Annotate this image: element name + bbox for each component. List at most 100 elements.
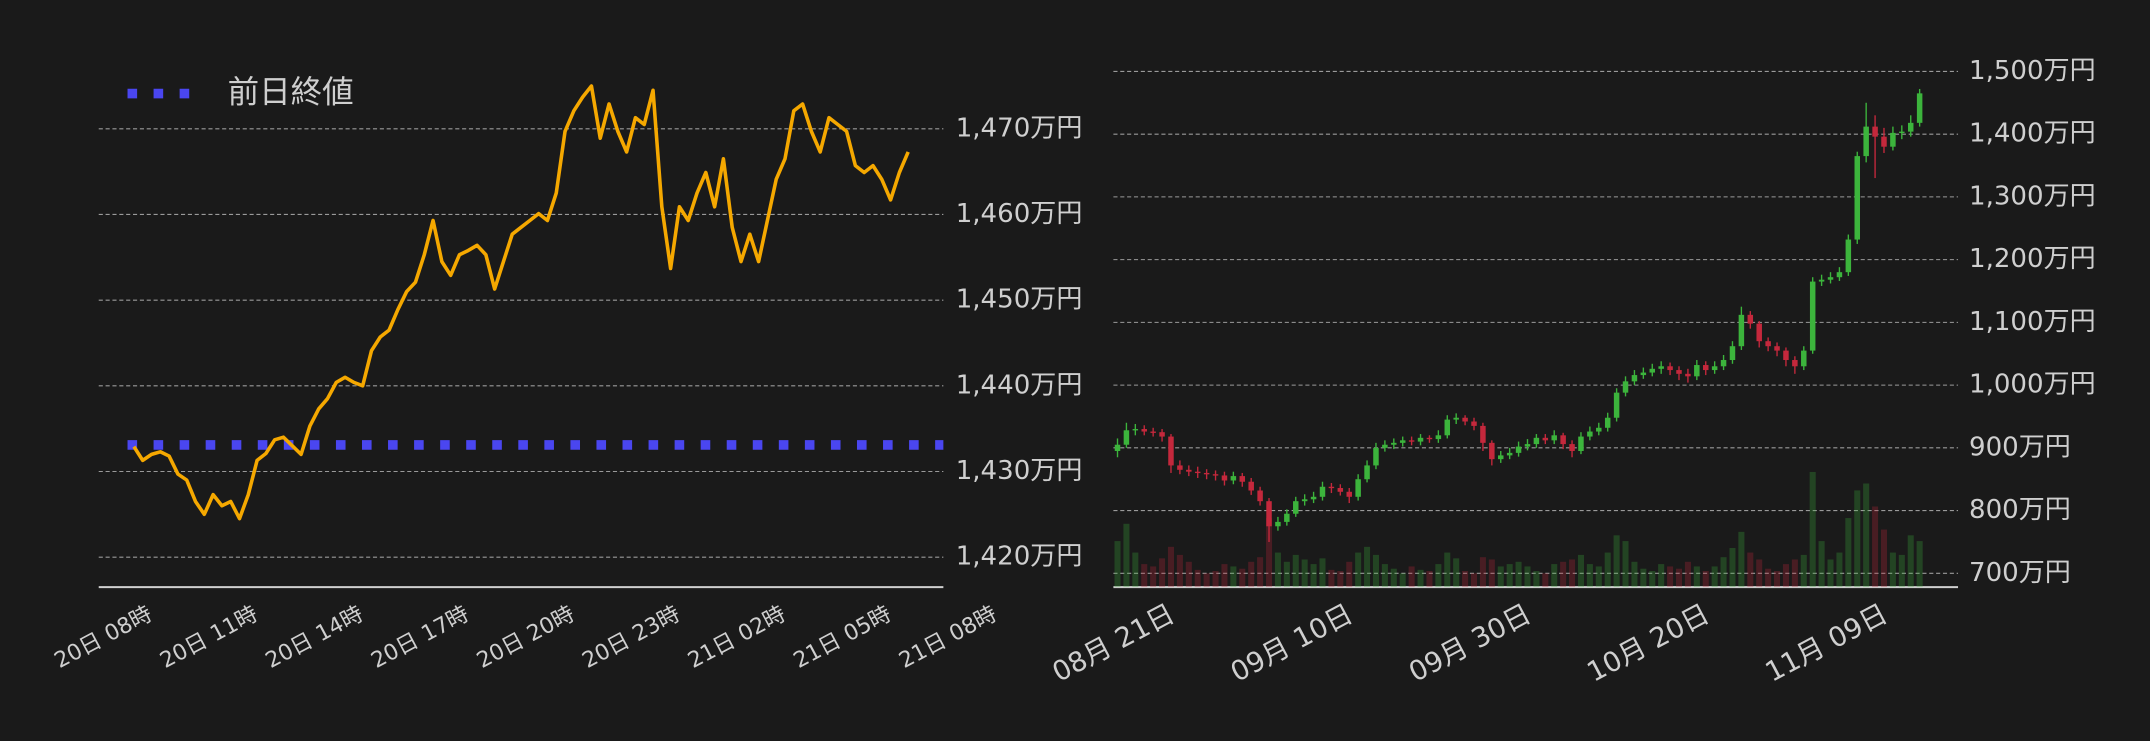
candle-body: [1364, 465, 1370, 480]
candle-body: [1132, 429, 1139, 431]
volume-bar: [1408, 566, 1415, 588]
candle-body: [1578, 436, 1584, 451]
candle-body: [1649, 368, 1656, 373]
volume-bar: [1898, 554, 1905, 588]
volume-bar: [1346, 561, 1353, 588]
candle-body: [1551, 435, 1557, 441]
volume-bar: [1381, 564, 1388, 588]
volume-bar: [1123, 523, 1130, 588]
volume-bar: [1248, 561, 1255, 588]
candle-body: [1854, 156, 1860, 240]
volume-bar: [1221, 564, 1228, 588]
candle-body: [1729, 346, 1736, 361]
candle-body: [1275, 521, 1281, 527]
candle-body: [1899, 131, 1905, 134]
candle-body: [1391, 442, 1397, 445]
candle-body: [1907, 122, 1914, 132]
candle-body: [1774, 346, 1780, 351]
candle-body: [1640, 372, 1647, 376]
candle-body: [1613, 392, 1620, 418]
volume-bar: [1462, 571, 1469, 588]
volume-bar: [1693, 566, 1700, 588]
volume-bar: [1328, 569, 1335, 588]
candle-body: [1168, 436, 1174, 466]
volume-bar: [1230, 566, 1237, 588]
candle-body: [1373, 447, 1379, 466]
candle-body: [1524, 444, 1531, 447]
volume-bar: [1782, 564, 1789, 588]
volume-bar: [1631, 561, 1638, 588]
candle-body: [1569, 444, 1575, 451]
volume-bar: [1863, 483, 1870, 588]
candle-body: [1881, 136, 1887, 147]
candle-body: [1542, 437, 1549, 441]
volume-bar: [1649, 571, 1656, 588]
volume-bar: [1809, 471, 1816, 588]
candle-body: [1480, 425, 1486, 443]
volume-bar: [1738, 531, 1745, 588]
candle-body: [1604, 417, 1611, 428]
volume-bar: [1497, 566, 1504, 588]
y-tick-label: 900万円: [1969, 432, 2071, 462]
volume-bar: [1435, 564, 1442, 588]
candle-body: [1284, 513, 1290, 522]
candle-body: [1658, 366, 1664, 369]
volume-bar: [1551, 564, 1558, 588]
candle-body: [1328, 486, 1335, 489]
candle-body: [1266, 501, 1272, 527]
candle-body: [1203, 472, 1210, 475]
candle-body: [1293, 501, 1299, 514]
volume-bar: [1577, 554, 1584, 588]
volume-bar: [1560, 561, 1567, 588]
candle-body: [1177, 465, 1183, 470]
volume-bar: [1479, 557, 1486, 588]
volume-bar: [1765, 568, 1772, 588]
candle-body: [1230, 476, 1237, 481]
volume-bar: [1702, 571, 1709, 588]
candle-body: [1355, 479, 1361, 497]
volume-bar: [1372, 554, 1379, 588]
volume-bar: [1595, 566, 1602, 588]
candle-body: [1818, 279, 1825, 282]
volume-bar: [1854, 490, 1861, 588]
candle-body: [1212, 474, 1219, 476]
candle-body: [1792, 360, 1798, 367]
candle-body: [1123, 430, 1130, 445]
volume-bar: [1586, 564, 1593, 588]
volume-bar: [1310, 564, 1317, 588]
volume-bar: [1756, 559, 1763, 588]
y-tick-label: 1,440万円: [956, 370, 1083, 400]
candle-body: [1257, 490, 1263, 502]
candle-body: [1676, 370, 1682, 374]
candle-body: [1845, 239, 1852, 273]
candle-body: [1337, 488, 1344, 492]
volume-bar: [1364, 546, 1371, 588]
volume-bar: [1426, 571, 1433, 588]
y-tick-label: 1,430万円: [956, 456, 1083, 486]
volume-bar: [1301, 559, 1308, 588]
candle-body: [1453, 417, 1459, 420]
volume-bar: [1658, 564, 1665, 588]
volume-bar: [1684, 561, 1691, 588]
volume-bar: [1150, 566, 1157, 588]
volume-bar: [1542, 573, 1549, 588]
candle-body: [1239, 476, 1246, 482]
volume-bar: [1141, 564, 1148, 588]
candle-body: [1720, 360, 1727, 367]
candle-body: [1489, 442, 1495, 460]
candle-body: [1471, 421, 1477, 426]
volume-bar: [1818, 541, 1825, 588]
candle-body: [1506, 452, 1513, 456]
y-tick-label: 1,450万円: [956, 285, 1083, 315]
volume-bar: [1239, 568, 1246, 588]
candle-body: [1408, 440, 1415, 442]
volume-bar: [1185, 561, 1192, 588]
volume-bar: [1470, 573, 1478, 588]
candle-body: [1515, 446, 1522, 453]
volume-bar: [1212, 571, 1219, 588]
y-tick-label: 800万円: [1969, 495, 2071, 525]
volume-bar: [1729, 547, 1736, 588]
candle-body: [1596, 427, 1602, 432]
